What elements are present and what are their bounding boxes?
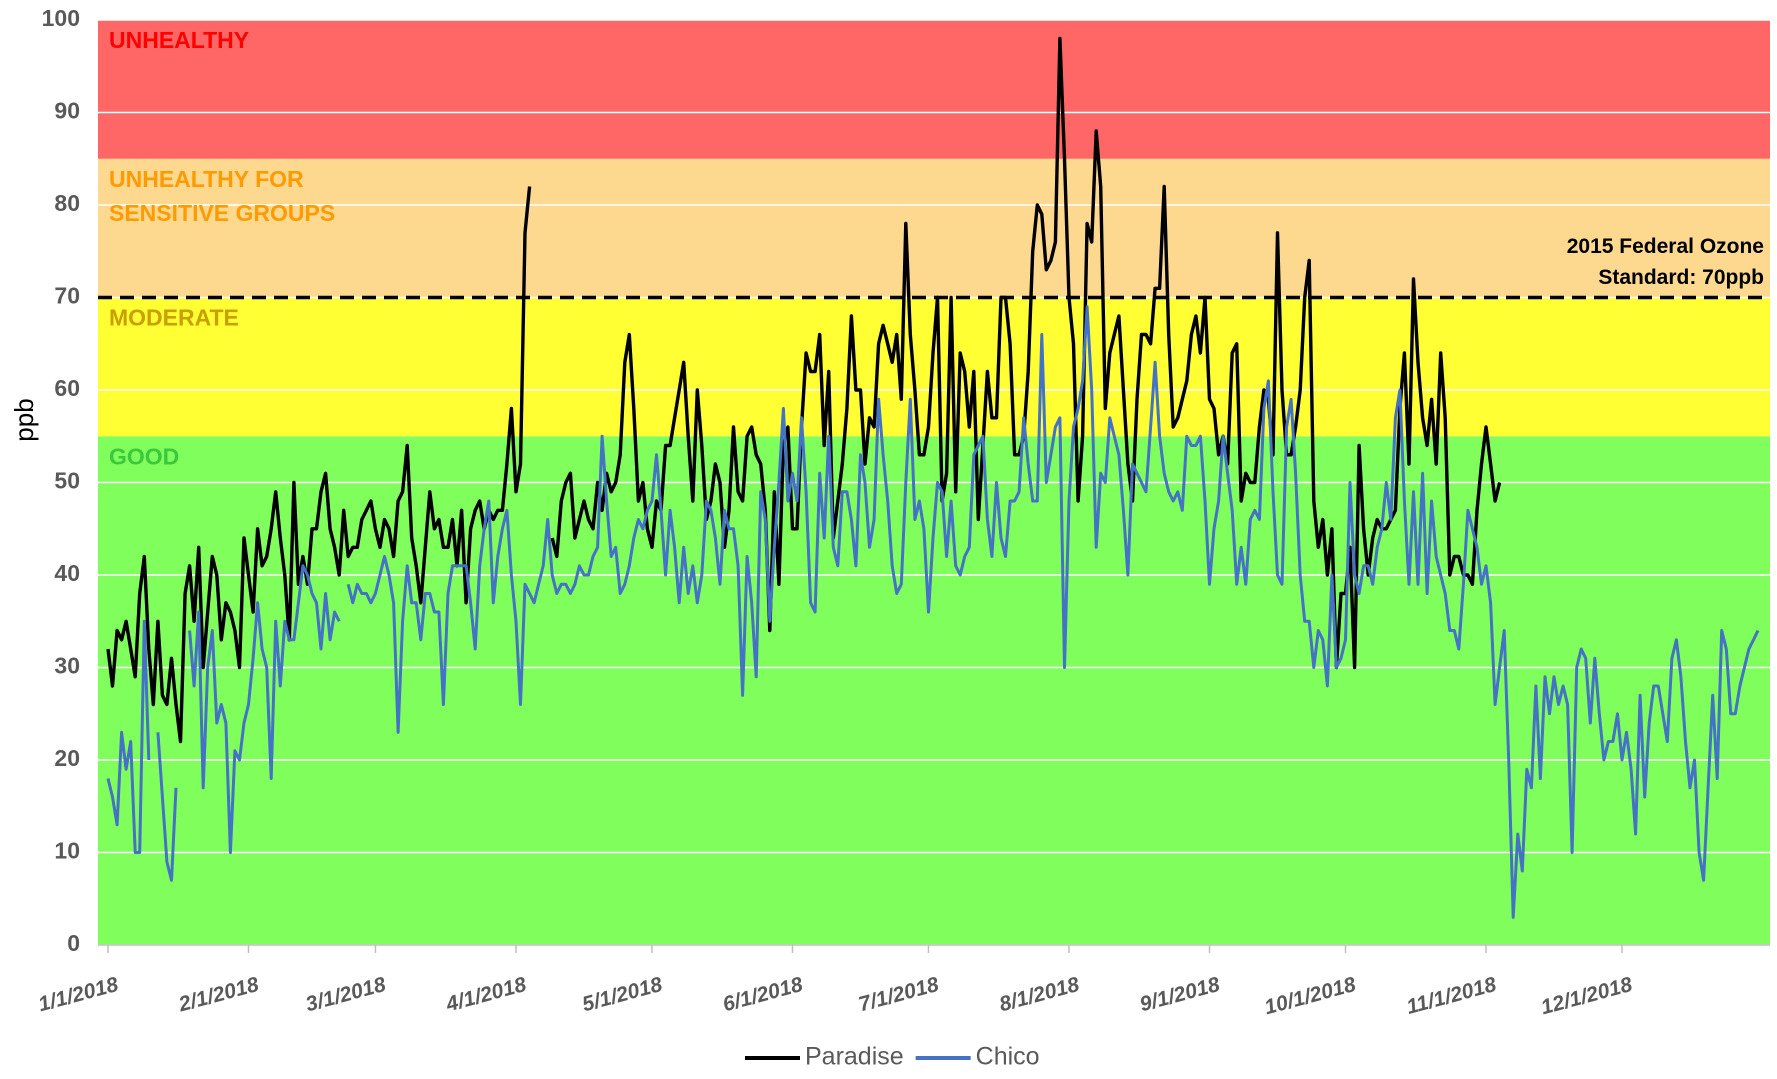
y-tick-label: 90 <box>54 98 80 124</box>
aqi-band <box>98 20 1770 159</box>
y-tick-label: 70 <box>54 283 80 309</box>
legend-label: Paradise <box>805 1043 904 1071</box>
x-tick-label: 8/1/2018 <box>997 973 1082 1016</box>
y-tick-label: 30 <box>54 653 80 679</box>
band-label: MODERATE <box>109 305 239 331</box>
aqi-band <box>98 297 1770 437</box>
band-label: UNHEALTHY FOR <box>109 166 304 192</box>
x-tick-label: 1/1/2018 <box>36 973 121 1016</box>
y-tick-label: 10 <box>54 838 80 864</box>
x-tick-label: 2/1/2018 <box>175 973 261 1017</box>
x-tick-label: 5/1/2018 <box>580 973 665 1016</box>
y-tick-label: 20 <box>54 745 80 771</box>
y-axis-label: ppb <box>9 398 39 441</box>
x-tick-label: 10/1/2018 <box>1262 973 1359 1019</box>
x-tick-label: 6/1/2018 <box>720 973 805 1016</box>
x-tick-label: 3/1/2018 <box>303 973 388 1016</box>
reference-label: 2015 Federal Ozone <box>1567 235 1764 258</box>
y-tick-label: 100 <box>42 5 80 31</box>
series-line <box>106 305 1760 919</box>
legend-label: Chico <box>976 1043 1040 1071</box>
x-tick-label: 7/1/2018 <box>856 973 941 1016</box>
aqi-band <box>98 158 1770 298</box>
series-line <box>106 36 1502 744</box>
band-label: SENSITIVE GROUPS <box>109 200 335 226</box>
x-tick-label: 4/1/2018 <box>443 973 529 1017</box>
reference-label: Standard: 70ppb <box>1598 266 1764 289</box>
y-tick-label: 80 <box>54 190 80 216</box>
x-tick-label: 11/1/2018 <box>1404 973 1499 1019</box>
x-tick-label: 9/1/2018 <box>1137 973 1222 1016</box>
band-label: GOOD <box>109 443 179 469</box>
y-tick-label: 0 <box>67 930 80 956</box>
y-tick-label: 40 <box>54 560 80 586</box>
band-label: UNHEALTHY <box>109 27 249 53</box>
y-tick-label: 60 <box>54 375 80 401</box>
x-tick-label: 12/1/2018 <box>1539 973 1636 1019</box>
y-tick-label: 50 <box>54 468 80 494</box>
